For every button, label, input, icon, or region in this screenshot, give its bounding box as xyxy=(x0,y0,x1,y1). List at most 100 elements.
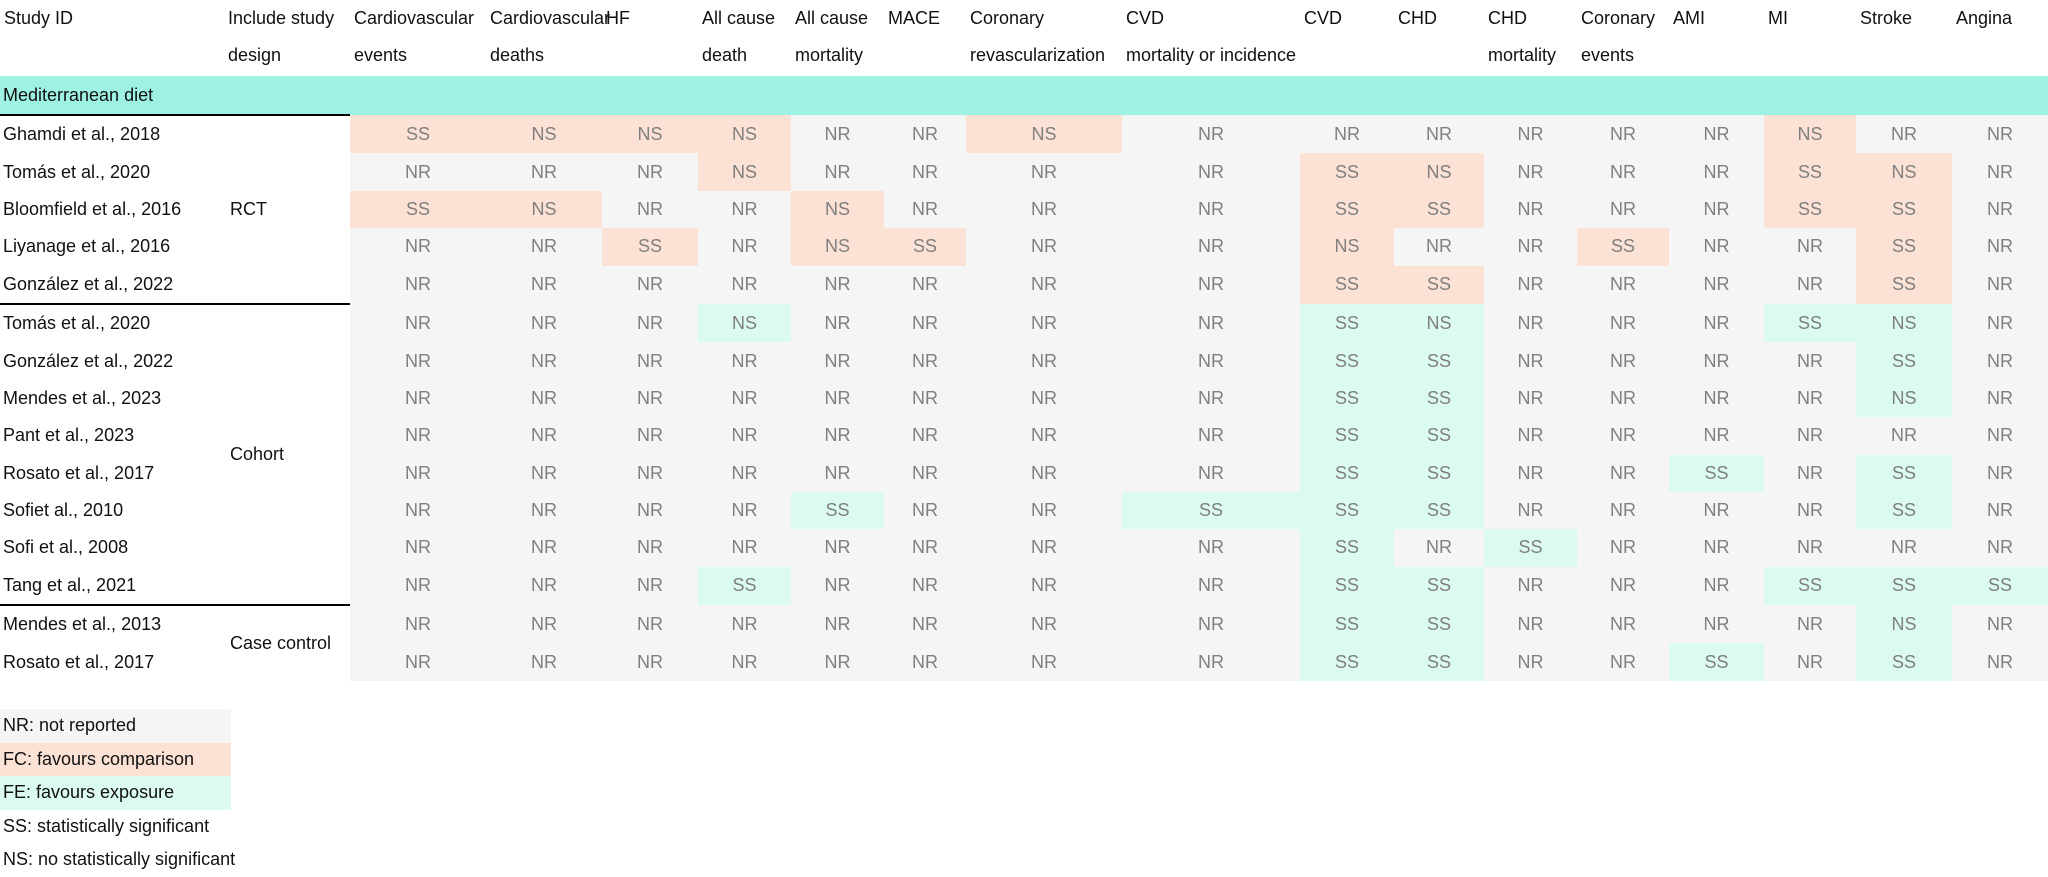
result-cell: SS xyxy=(1394,190,1484,229)
result-cell: NR xyxy=(350,491,486,530)
column-header-line: Angina xyxy=(1956,8,2013,28)
result-cell: NR xyxy=(350,228,486,266)
result-cell: NR xyxy=(1122,566,1300,606)
result-cell: SS xyxy=(350,190,486,229)
result-cell: NR xyxy=(1122,605,1300,644)
result-cell: NS xyxy=(1394,303,1484,343)
study-id: Rosato et al., 2017 xyxy=(0,454,224,492)
result-cell: NR xyxy=(1577,379,1669,418)
result-cell: NR xyxy=(1764,417,1856,455)
result-cell: NR xyxy=(602,643,698,681)
result-cell: SS xyxy=(1394,605,1484,644)
result-cell: NR xyxy=(966,605,1122,644)
result-cell: NR xyxy=(698,454,791,492)
result-cell: SS xyxy=(1300,417,1394,455)
result-cell: SS xyxy=(1394,454,1484,492)
result-cell: SS xyxy=(1856,228,1952,266)
result-cell: NR xyxy=(350,265,486,304)
result-cell: SS xyxy=(1122,491,1300,530)
result-cell: NS xyxy=(698,115,791,154)
result-cell: NR xyxy=(1669,342,1764,380)
column-header-line: events xyxy=(1581,45,1635,65)
column-header-line: CVD xyxy=(1304,8,1343,28)
result-cell: NR xyxy=(1577,153,1669,191)
result-cell: NR xyxy=(1577,529,1669,567)
result-cell: NR xyxy=(1952,643,2048,681)
results-table: Study ID Include study design Cardiovascula… xyxy=(0,0,2048,681)
result-cell: NR xyxy=(884,265,966,304)
result-cell: NS xyxy=(1300,228,1394,266)
result-cell: NR xyxy=(486,566,602,606)
result-cell: SS xyxy=(1669,643,1764,681)
result-cell: SS xyxy=(698,566,791,606)
result-cell: NR xyxy=(1669,190,1764,229)
column-header: MI xyxy=(1764,0,1856,76)
result-cell: NR xyxy=(1764,529,1856,567)
result-cell: NR xyxy=(1669,529,1764,567)
result-cell: NS xyxy=(1856,303,1952,343)
result-cell: NS xyxy=(486,190,602,229)
result-cell: NR xyxy=(698,417,791,455)
column-header: Study ID xyxy=(0,0,224,76)
result-cell: NR xyxy=(486,454,602,492)
result-cell: NR xyxy=(486,265,602,304)
result-cell: NR xyxy=(698,605,791,644)
result-cell: NR xyxy=(1577,454,1669,492)
result-cell: NR xyxy=(602,153,698,191)
result-cell: SS xyxy=(1300,342,1394,380)
result-cell: NR xyxy=(602,529,698,567)
result-cell: NR xyxy=(350,454,486,492)
column-header: HF xyxy=(602,0,698,76)
result-cell: NR xyxy=(1952,153,2048,191)
result-cell: NR xyxy=(791,153,884,191)
column-header: All cause death xyxy=(698,0,791,76)
table-row: Tomás et al., 2020 NR NR NR NS NR NR NR NR SS NS NR… xyxy=(0,153,2048,191)
result-cell: SS xyxy=(1764,190,1856,229)
result-cell: NR xyxy=(1122,115,1300,154)
result-cell: NR xyxy=(602,303,698,343)
result-cell: NS xyxy=(1856,153,1952,191)
result-cell: NR xyxy=(1952,417,2048,455)
table-row: Tang et al., 2021 NR NR NR SS NR NR NR NR SS SS NR N… xyxy=(0,566,2048,606)
result-cell: NR xyxy=(1577,417,1669,455)
result-cell: NR xyxy=(791,643,884,681)
result-cell: NR xyxy=(1669,605,1764,644)
result-cell: NR xyxy=(1764,491,1856,530)
result-cell: NR xyxy=(1300,115,1394,154)
result-cell: SS xyxy=(602,228,698,266)
table-row: Rosato et al., 2017 NR NR NR NR NR NR NR NR SS SS N… xyxy=(0,454,2048,492)
column-header-line: HF xyxy=(606,8,630,28)
column-header-line: Coronary xyxy=(1581,8,1656,28)
result-cell: NR xyxy=(791,566,884,606)
result-cell: NR xyxy=(1856,417,1952,455)
result-cell: NR xyxy=(350,605,486,644)
result-cell: SS xyxy=(1300,153,1394,191)
table-row: Tomás et al., 2020 Cohort NR NR NR NS NR NR NR NR… xyxy=(0,302,2048,606)
result-cell: NR xyxy=(1484,566,1577,606)
result-cell: SS xyxy=(1300,529,1394,567)
result-cell: NS xyxy=(1856,605,1952,644)
study-id: Ghamdi et al., 2018 xyxy=(0,113,224,154)
section-label: Mediterranean diet xyxy=(0,76,2048,115)
result-cell: NR xyxy=(350,342,486,380)
result-cell: NR xyxy=(1577,643,1669,681)
result-cell: NR xyxy=(698,643,791,681)
result-cell: SS xyxy=(1394,566,1484,606)
result-cell: NR xyxy=(966,454,1122,492)
result-cell: NR xyxy=(1484,454,1577,492)
result-cell: NR xyxy=(1856,529,1952,567)
legend-item: NR: not reported xyxy=(0,709,231,743)
result-cell: NR xyxy=(698,491,791,530)
result-cell: NR xyxy=(966,529,1122,567)
table-row: Sofiet al., 2010 NR NR NR NR SS NR NR SS SS SS NR NR… xyxy=(0,491,2048,530)
result-cell: NR xyxy=(791,303,884,343)
column-header-line: events xyxy=(354,45,408,65)
result-cell: NR xyxy=(350,303,486,343)
column-header: MACE xyxy=(884,0,966,76)
result-cell: NR xyxy=(1484,643,1577,681)
column-header: Angina xyxy=(1952,0,2048,76)
result-cell: NR xyxy=(1122,454,1300,492)
result-cell: NS xyxy=(486,115,602,154)
column-header: Coronary events xyxy=(1577,0,1669,76)
